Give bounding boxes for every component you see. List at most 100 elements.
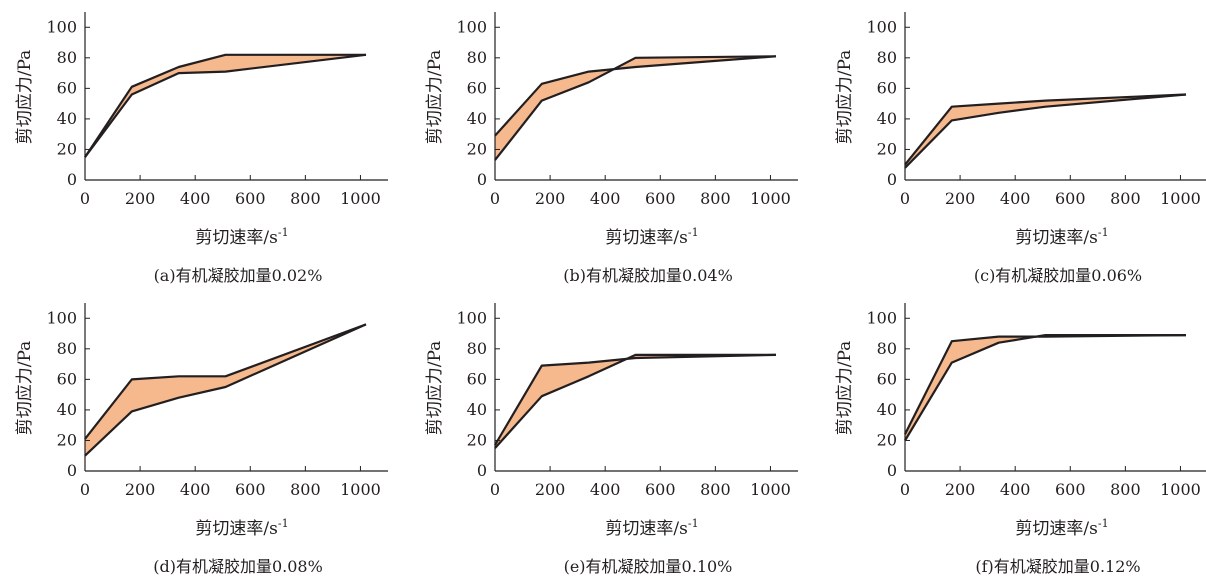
panel-caption: (d)有机凝胶加量0.08% bbox=[153, 557, 323, 576]
x-tick: 800 bbox=[700, 175, 731, 208]
y-tick: 60 bbox=[467, 78, 500, 97]
y-tick-label: 20 bbox=[877, 430, 897, 449]
y-tick-label: 40 bbox=[877, 109, 897, 128]
x-tick-label: 400 bbox=[1000, 480, 1031, 499]
y-tick: 0 bbox=[477, 170, 500, 189]
x-axis-title: 剪切速率/s-1 bbox=[605, 226, 698, 248]
y-axis-title: 剪切应力/Pa bbox=[835, 341, 855, 436]
y-tick: 20 bbox=[877, 430, 910, 449]
y-tick: 40 bbox=[57, 109, 90, 128]
x-tick: 1000 bbox=[340, 466, 381, 499]
y-tick-label: 0 bbox=[477, 170, 487, 189]
x-tick-label: 600 bbox=[645, 189, 676, 208]
y-axis-title: 剪切应力/Pa bbox=[425, 341, 445, 436]
hysteresis-area bbox=[905, 94, 1186, 168]
panel-caption: (a)有机凝胶加量0.02% bbox=[154, 266, 323, 285]
y-tick: 40 bbox=[877, 400, 910, 419]
x-tick-label: 400 bbox=[180, 189, 211, 208]
y-tick-label: 80 bbox=[877, 339, 897, 358]
y-tick: 0 bbox=[887, 170, 910, 189]
upper-curve bbox=[84, 323, 367, 440]
y-tick: 60 bbox=[57, 369, 90, 388]
x-axis-title-exponent: -1 bbox=[688, 226, 699, 239]
y-tick: 100 bbox=[866, 308, 910, 327]
y-tick-label: 20 bbox=[57, 139, 77, 158]
x-tick-label: 0 bbox=[80, 189, 90, 208]
x-tick-label: 600 bbox=[645, 480, 676, 499]
x-axis-title-exponent: -1 bbox=[1098, 226, 1109, 239]
y-axis-title: 剪切应力/Pa bbox=[425, 50, 445, 145]
x-tick-label: 800 bbox=[700, 189, 731, 208]
upper-curve bbox=[494, 353, 777, 446]
y-tick-label: 40 bbox=[57, 109, 77, 128]
y-tick-label: 100 bbox=[866, 308, 897, 327]
x-tick-label: 800 bbox=[700, 480, 731, 499]
y-tick: 100 bbox=[46, 17, 90, 36]
x-axis-title-text: 剪切速率/s bbox=[195, 519, 277, 539]
x-tick: 800 bbox=[1110, 175, 1141, 208]
x-tick: 600 bbox=[645, 466, 676, 499]
lower-curve bbox=[904, 93, 1187, 169]
x-tick: 600 bbox=[235, 175, 266, 208]
x-axis-title-exponent: -1 bbox=[278, 517, 289, 530]
x-tick-label: 800 bbox=[1110, 480, 1141, 499]
x-tick: 400 bbox=[1000, 175, 1030, 208]
y-tick-label: 40 bbox=[467, 109, 487, 128]
y-tick-label: 0 bbox=[477, 461, 487, 480]
x-axis-title-exponent: -1 bbox=[1098, 517, 1109, 530]
lower-curve bbox=[84, 53, 367, 158]
lower-curve bbox=[494, 55, 777, 161]
x-tick-label: 200 bbox=[535, 189, 566, 208]
x-axis-title: 剪切速率/s-1 bbox=[1015, 517, 1108, 539]
y-tick-label: 0 bbox=[67, 461, 77, 480]
x-axis-title-text: 剪切速率/s bbox=[605, 228, 687, 248]
y-tick-label: 20 bbox=[467, 139, 487, 158]
y-tick: 100 bbox=[456, 308, 500, 327]
x-tick-label: 200 bbox=[535, 480, 566, 499]
y-tick-label: 40 bbox=[57, 400, 77, 419]
x-tick: 400 bbox=[180, 175, 211, 208]
x-tick-label: 800 bbox=[290, 480, 321, 499]
y-tick: 80 bbox=[57, 339, 90, 358]
x-tick-label: 0 bbox=[900, 189, 910, 208]
x-tick: 800 bbox=[290, 466, 321, 499]
panel-caption: (b)有机凝胶加量0.04% bbox=[563, 266, 733, 285]
x-tick-label: 600 bbox=[235, 189, 266, 208]
panel-caption: (e)有机凝胶加量0.10% bbox=[564, 557, 733, 576]
x-tick: 200 bbox=[125, 466, 155, 499]
x-tick: 0 bbox=[80, 175, 90, 208]
x-tick-label: 400 bbox=[590, 480, 621, 499]
y-tick-label: 20 bbox=[467, 430, 487, 449]
x-tick: 600 bbox=[235, 466, 266, 499]
y-axis-title: 剪切应力/Pa bbox=[835, 50, 855, 145]
y-tick: 60 bbox=[57, 78, 90, 97]
x-tick: 200 bbox=[535, 175, 566, 208]
y-tick-label: 100 bbox=[456, 17, 487, 36]
x-tick-label: 600 bbox=[235, 480, 266, 499]
y-tick: 20 bbox=[467, 139, 500, 158]
x-tick: 600 bbox=[1055, 175, 1086, 208]
y-tick: 20 bbox=[57, 430, 90, 449]
y-tick: 0 bbox=[67, 170, 90, 189]
x-tick: 1000 bbox=[340, 175, 381, 208]
x-tick-label: 800 bbox=[290, 189, 321, 208]
x-tick: 400 bbox=[180, 466, 210, 499]
x-tick: 400 bbox=[590, 466, 621, 499]
x-tick: 800 bbox=[290, 175, 321, 208]
lower-curve bbox=[84, 323, 367, 457]
y-tick-label: 80 bbox=[57, 339, 77, 358]
hysteresis-area bbox=[85, 54, 366, 158]
x-tick-label: 0 bbox=[80, 480, 90, 499]
y-tick-label: 100 bbox=[46, 308, 77, 327]
y-tick-label: 80 bbox=[467, 48, 487, 67]
upper-curve bbox=[494, 55, 777, 137]
x-tick: 200 bbox=[945, 175, 975, 208]
panel-caption: (f)有机凝胶加量0.12% bbox=[975, 557, 1140, 576]
x-axis-title-exponent: -1 bbox=[688, 517, 699, 530]
lower-curve bbox=[904, 334, 1186, 442]
y-tick: 60 bbox=[877, 369, 910, 388]
y-tick: 80 bbox=[467, 48, 500, 67]
